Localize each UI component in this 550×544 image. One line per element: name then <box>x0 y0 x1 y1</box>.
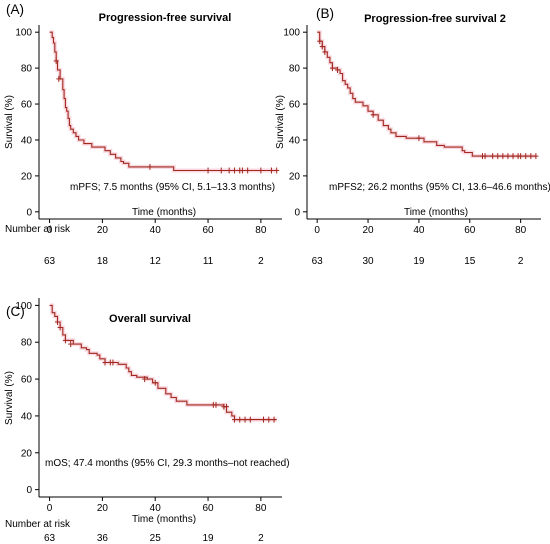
y-axis-label: Survival (%) <box>4 95 15 149</box>
median-annotation: mOS; 47.4 months (95% CI, 29.3 months–no… <box>45 458 290 469</box>
risk-count: 19 <box>202 533 214 544</box>
y-tick-label: 80 <box>21 338 33 349</box>
panel-c: (C) Overall survival Survival (%) Time (… <box>4 298 290 544</box>
chart-title: Progression-free survival 2 <box>364 13 506 25</box>
risk-count: 18 <box>97 256 109 267</box>
number-at-risk-label: Number at risk <box>5 519 71 530</box>
risk-count: 63 <box>312 256 324 267</box>
x-axis-label: Time (months) <box>404 207 468 218</box>
x-tick-label: 80 <box>255 225 267 236</box>
x-axis-label: Time (months) <box>132 514 196 525</box>
panel-label: (B) <box>316 6 334 21</box>
x-tick-label: 60 <box>202 503 214 514</box>
y-tick-label: 60 <box>21 100 33 111</box>
y-tick-label: 100 <box>283 28 300 39</box>
risk-count: 19 <box>413 256 425 267</box>
y-tick-label: 0 <box>26 485 32 496</box>
km-curve <box>49 304 277 421</box>
x-tick-label: 40 <box>150 503 162 514</box>
km-curve <box>317 31 536 157</box>
x-tick-label: 40 <box>150 225 162 236</box>
panel-a: (A) Progression-free survival Survival (… <box>4 2 282 267</box>
x-axis-label: Time (months) <box>132 207 196 218</box>
y-axis-label: Survival (%) <box>275 95 286 149</box>
median-annotation: mPFS2; 26.2 months (95% CI, 13.6–46.6 mo… <box>329 182 550 193</box>
km-curve <box>49 31 277 172</box>
risk-count: 2 <box>258 533 264 544</box>
y-tick-label: 100 <box>15 301 32 312</box>
x-tick-label: 20 <box>97 225 109 236</box>
chart-title: Overall survival <box>109 313 191 325</box>
panel-label: (A) <box>6 2 24 17</box>
y-tick-label: 20 <box>289 171 301 182</box>
y-tick-label: 40 <box>21 135 33 146</box>
x-tick-label: 60 <box>202 225 214 236</box>
km-confidence-band <box>49 30 277 173</box>
y-tick-label: 40 <box>21 411 33 422</box>
risk-count: 2 <box>518 256 524 267</box>
x-tick-label: 80 <box>515 225 527 236</box>
panel-b: (B) Progression-free survival 2 Survival… <box>275 6 550 267</box>
risk-count: 12 <box>150 256 162 267</box>
y-tick-label: 80 <box>21 64 33 75</box>
risk-count: 63 <box>44 533 56 544</box>
y-tick-label: 60 <box>21 375 33 386</box>
risk-count: 30 <box>362 256 374 267</box>
risk-count: 63 <box>44 256 56 267</box>
risk-count: 36 <box>97 533 109 544</box>
x-tick-label: 0 <box>47 503 53 514</box>
y-tick-label: 20 <box>21 448 33 459</box>
x-tick-label: 60 <box>464 225 476 236</box>
number-at-risk-label: Number at risk <box>5 224 71 235</box>
x-tick-label: 20 <box>362 225 374 236</box>
y-tick-label: 0 <box>294 207 300 218</box>
y-tick-label: 80 <box>289 64 301 75</box>
y-axis-label: Survival (%) <box>4 371 15 425</box>
x-tick-label: 80 <box>255 503 267 514</box>
x-tick-label: 0 <box>47 225 53 236</box>
x-tick-label: 0 <box>314 225 320 236</box>
y-tick-label: 60 <box>289 100 301 111</box>
risk-count: 15 <box>464 256 476 267</box>
y-tick-label: 20 <box>21 171 33 182</box>
median-annotation: mPFS; 7.5 months (95% CI, 5.1–13.3 month… <box>70 182 275 193</box>
y-tick-label: 0 <box>26 207 32 218</box>
y-tick-label: 100 <box>15 28 32 39</box>
panel-label: (C) <box>6 304 25 319</box>
risk-count: 25 <box>150 533 162 544</box>
y-tick-label: 40 <box>289 135 301 146</box>
km-confidence-band <box>317 30 536 159</box>
x-tick-label: 40 <box>413 225 425 236</box>
chart-title: Progression-free survival <box>99 12 232 24</box>
x-tick-label: 20 <box>97 503 109 514</box>
risk-count: 11 <box>203 256 214 267</box>
risk-count: 2 <box>258 256 264 267</box>
